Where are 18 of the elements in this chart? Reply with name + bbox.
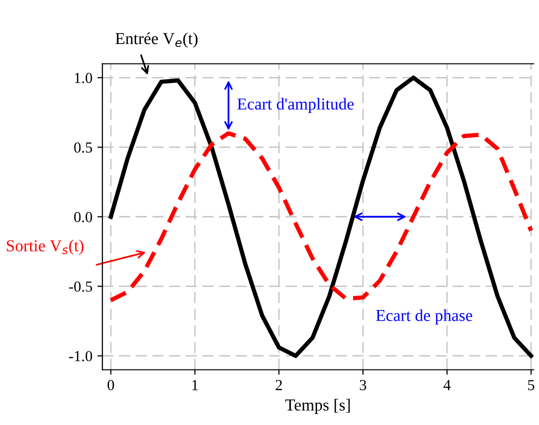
line-series bbox=[108, 76, 534, 358]
y-tick-label: 0.5 bbox=[74, 142, 92, 153]
x-tick-label: 2 bbox=[276, 380, 282, 390]
y-tick-label: -0.5 bbox=[69, 281, 92, 292]
x-tick-label: 3 bbox=[360, 380, 366, 390]
x-tick-label: 4 bbox=[444, 380, 451, 390]
annotation: Ecart d'amplitude bbox=[237, 98, 354, 114]
annotation: Ecart de phase bbox=[376, 309, 472, 324]
line-series bbox=[108, 131, 534, 302]
text: Sortie V$_{s}$(t) bbox=[6, 240, 84, 255]
x-tick-label: 5 bbox=[528, 380, 534, 390]
y-tick-label: 1.0 bbox=[74, 72, 92, 84]
x-tick-label: 1 bbox=[192, 380, 198, 390]
x-tick-label: 0 bbox=[108, 380, 114, 390]
text: Entrée V$_{e}$(t) bbox=[115, 32, 198, 48]
y-tick-label: 0.0 bbox=[74, 212, 92, 222]
y-tick-label: -1.0 bbox=[69, 350, 92, 362]
x-axis-title: Temps [s] bbox=[285, 398, 350, 414]
